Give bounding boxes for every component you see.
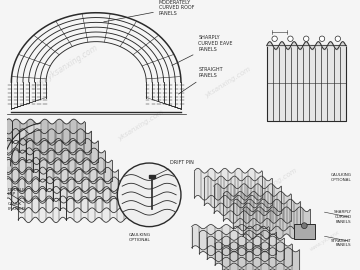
Polygon shape <box>194 168 262 200</box>
Text: CAULKING
OPTIONAL: CAULKING OPTIONAL <box>330 173 351 182</box>
Polygon shape <box>222 248 300 270</box>
Polygon shape <box>223 191 291 223</box>
Polygon shape <box>0 167 46 194</box>
Text: www.yksanxing.com: www.yksanxing.com <box>29 43 100 92</box>
Polygon shape <box>46 167 118 193</box>
Circle shape <box>319 36 325 41</box>
Circle shape <box>288 36 293 41</box>
Text: SHARPLY
CURVED EAVE
PANELS: SHARPLY CURVED EAVE PANELS <box>172 35 233 65</box>
Circle shape <box>272 36 277 41</box>
Text: SHARPLY
CURVED
PANELS: SHARPLY CURVED PANELS <box>333 210 351 224</box>
Polygon shape <box>26 139 98 164</box>
Polygon shape <box>59 187 132 213</box>
Text: www.yksanx: www.yksanx <box>309 230 341 252</box>
Polygon shape <box>0 119 12 146</box>
Polygon shape <box>149 175 155 178</box>
Polygon shape <box>5 177 53 203</box>
Text: DOUBLE
LAP: DOUBLE LAP <box>8 187 26 196</box>
Bar <box>294 224 315 239</box>
Polygon shape <box>0 148 32 174</box>
Text: yksanxing.com: yksanxing.com <box>204 66 252 99</box>
Polygon shape <box>0 138 26 165</box>
Polygon shape <box>207 236 284 262</box>
Circle shape <box>301 223 307 229</box>
Polygon shape <box>4 123 41 166</box>
Polygon shape <box>214 184 281 215</box>
Polygon shape <box>0 129 19 155</box>
Polygon shape <box>243 207 310 239</box>
Polygon shape <box>12 119 85 145</box>
Polygon shape <box>199 230 276 256</box>
Text: yksanxing.com: yksanxing.com <box>117 109 166 142</box>
Polygon shape <box>18 196 66 222</box>
Bar <box>267 45 346 121</box>
Text: STRAIGHT
PANELS: STRAIGHT PANELS <box>179 67 223 94</box>
Polygon shape <box>0 157 39 184</box>
Polygon shape <box>53 177 125 203</box>
Polygon shape <box>233 199 301 231</box>
Polygon shape <box>66 196 139 222</box>
Polygon shape <box>192 225 269 250</box>
Circle shape <box>117 163 181 227</box>
Polygon shape <box>204 176 271 208</box>
Polygon shape <box>39 158 112 184</box>
Circle shape <box>303 36 309 41</box>
Polygon shape <box>19 129 91 155</box>
Text: CAULK
IF USED: CAULK IF USED <box>8 202 24 211</box>
Text: CAULKING
OPTIONAL: CAULKING OPTIONAL <box>129 233 150 242</box>
Polygon shape <box>215 242 292 267</box>
Text: DRIFT PIN: DRIFT PIN <box>156 160 194 175</box>
Text: MODERATELY
CURVED ROOF
PANELS: MODERATELY CURVED ROOF PANELS <box>104 0 194 22</box>
Circle shape <box>335 36 341 41</box>
Text: www.yksanxing.com: www.yksanxing.com <box>235 167 299 210</box>
Text: STRAIGHT
PANELS: STRAIGHT PANELS <box>331 239 351 247</box>
Polygon shape <box>12 186 59 213</box>
Polygon shape <box>32 148 105 174</box>
